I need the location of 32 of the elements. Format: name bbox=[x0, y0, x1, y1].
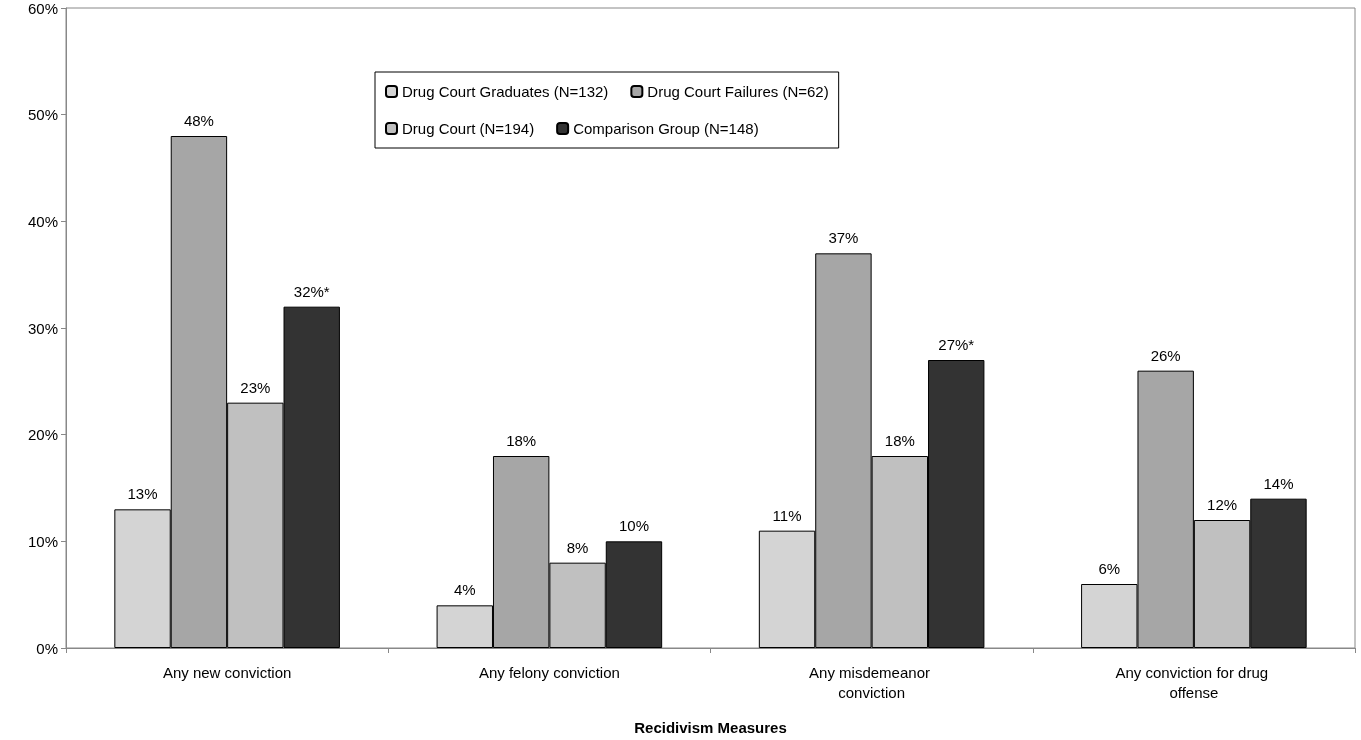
y-tick-label: 50% bbox=[27, 106, 58, 124]
legend-label: Drug Court Graduates (N=132) bbox=[402, 83, 609, 100]
x-tick-label: Any misdemeanor conviction bbox=[809, 663, 935, 701]
data-label: 23% bbox=[240, 378, 271, 396]
y-tick-label: 10% bbox=[27, 532, 58, 550]
y-tick-label: 60% bbox=[27, 0, 58, 17]
data-label: 8% bbox=[566, 538, 589, 556]
x-tick-label: Any conviction for drug offense bbox=[1115, 663, 1273, 701]
data-label: 14% bbox=[1263, 474, 1294, 492]
data-label: 13% bbox=[127, 485, 158, 503]
y-tick-label: 40% bbox=[27, 212, 58, 230]
y-tick-label: 20% bbox=[27, 426, 58, 444]
data-label: 32%* bbox=[293, 282, 330, 300]
data-label: 48% bbox=[183, 112, 214, 129]
legend-label: Comparison Group (N=148) bbox=[573, 120, 759, 137]
legend-label: Drug Court Failures (N=62) bbox=[647, 83, 829, 100]
data-label: 4% bbox=[453, 581, 476, 599]
data-label: 18% bbox=[506, 432, 537, 449]
data-label: 27%* bbox=[938, 336, 975, 353]
data-label: 18% bbox=[884, 432, 915, 449]
legend-label: Drug Court (N=194) bbox=[402, 120, 535, 137]
x-tick-label: Any felony conviction bbox=[478, 663, 620, 681]
data-label: 6% bbox=[1098, 560, 1121, 577]
data-label: 37% bbox=[828, 229, 859, 247]
data-label: 10% bbox=[618, 517, 649, 535]
x-tick-label: Any new conviction bbox=[162, 663, 292, 681]
y-tick-label: 30% bbox=[27, 319, 58, 337]
data-label: 11% bbox=[772, 506, 802, 524]
y-tick-label: 0% bbox=[36, 639, 58, 657]
data-label: 26% bbox=[1150, 346, 1181, 364]
data-label: 12% bbox=[1207, 496, 1238, 513]
x-axis-title: Recidivism Measures bbox=[634, 719, 787, 736]
